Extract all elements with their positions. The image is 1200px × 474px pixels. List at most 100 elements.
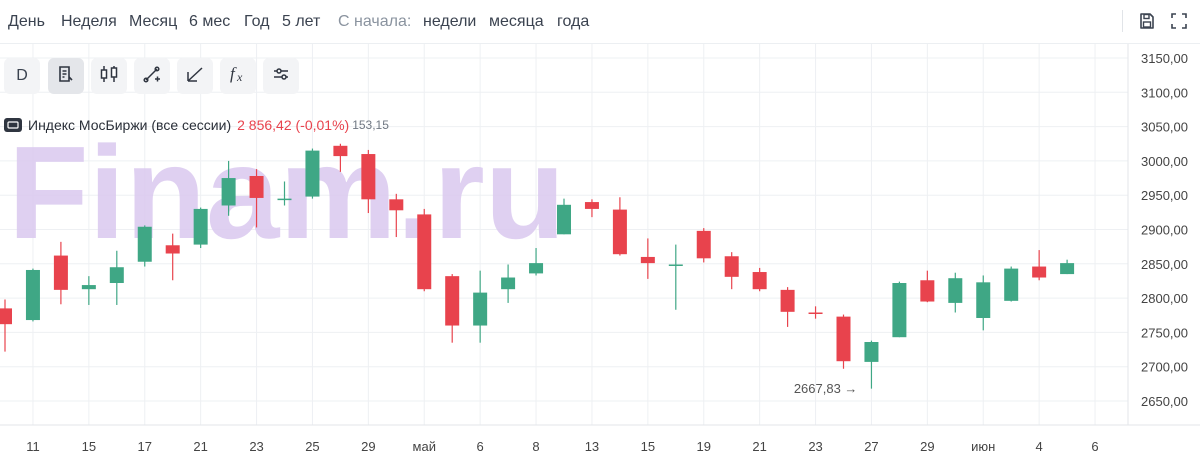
range-month[interactable]: Месяц xyxy=(129,13,178,30)
y-tick-label: 3150,00 xyxy=(1141,51,1188,66)
x-tick-label: 29 xyxy=(361,439,375,454)
candle-body[interactable] xyxy=(1004,268,1019,301)
draw-tool-icon xyxy=(185,64,205,89)
x-tick-label: 4 xyxy=(1036,439,1043,454)
candle-body[interactable] xyxy=(417,214,432,290)
candle-body[interactable] xyxy=(0,308,12,325)
instrument-legend: Индекс МосБиржи (все сессии) 2 856,42 (-… xyxy=(4,116,389,134)
candle-body[interactable] xyxy=(361,154,376,200)
fullscreen-icon[interactable] xyxy=(1168,10,1190,32)
since-month[interactable]: месяца xyxy=(489,13,544,30)
candle-body[interactable] xyxy=(612,209,627,255)
candle-body[interactable] xyxy=(584,202,599,209)
candle-body[interactable] xyxy=(25,269,40,321)
candle-body[interactable] xyxy=(557,204,571,235)
candle-body[interactable] xyxy=(892,283,907,338)
candle-body[interactable] xyxy=(249,175,264,198)
y-tick-label: 3050,00 xyxy=(1141,120,1188,135)
candle-body[interactable] xyxy=(221,178,236,206)
range-week[interactable]: Неделя xyxy=(61,13,117,30)
y-tick-label: 2700,00 xyxy=(1141,360,1188,375)
candle-body[interactable] xyxy=(529,263,544,274)
x-tick-label: 15 xyxy=(641,439,655,454)
instrument-name: Индекс МосБиржи (все сессии) xyxy=(28,117,232,133)
candle-body[interactable] xyxy=(277,198,292,201)
low-price-label: 2667,83 → xyxy=(794,381,858,396)
x-tick-label: 13 xyxy=(585,439,599,454)
y-tick-label: 2650,00 xyxy=(1141,394,1188,409)
range-5years[interactable]: 5 лет xyxy=(282,13,321,30)
x-tick-label: 8 xyxy=(532,439,539,454)
y-tick-label: 2750,00 xyxy=(1141,325,1188,340)
range-year[interactable]: Год xyxy=(244,13,270,30)
x-tick-label: 6 xyxy=(1091,439,1098,454)
range-day[interactable]: День xyxy=(8,13,45,30)
interval-button[interactable]: D xyxy=(4,58,40,94)
since-label: С начала: xyxy=(338,13,412,30)
candle-body[interactable] xyxy=(165,245,180,254)
candles-icon xyxy=(98,64,120,89)
range-toolbar: День Неделя Месяц 6 мес Год 5 лет С нача… xyxy=(0,0,1200,44)
chart-settings-button[interactable] xyxy=(48,58,84,94)
x-tick-label: 23 xyxy=(249,439,263,454)
candle-body[interactable] xyxy=(333,145,348,157)
candle-body[interactable] xyxy=(836,316,851,362)
candle-body[interactable] xyxy=(640,256,655,264)
y-tick-label: 3100,00 xyxy=(1141,85,1188,100)
line-tool-button[interactable] xyxy=(134,58,170,94)
x-tick-label: 29 xyxy=(920,439,934,454)
candle-body[interactable] xyxy=(1032,266,1047,278)
save-icon[interactable] xyxy=(1136,10,1158,32)
x-tick-label: 6 xyxy=(477,439,484,454)
x-tick-label: 25 xyxy=(305,439,319,454)
candle-body[interactable] xyxy=(724,256,739,277)
candle-body[interactable] xyxy=(780,289,795,312)
x-tick-label: 11 xyxy=(26,439,40,454)
candle-body[interactable] xyxy=(668,264,683,266)
candles-button[interactable] xyxy=(91,58,127,94)
legend-overlap-value: 153,15 xyxy=(352,118,389,132)
candle-body[interactable] xyxy=(696,230,711,259)
candle-body[interactable] xyxy=(109,267,124,284)
range-6months[interactable]: 6 мес xyxy=(189,13,231,30)
candle-body[interactable] xyxy=(1060,263,1075,275)
candle-body[interactable] xyxy=(752,272,767,290)
x-tick-label: 15 xyxy=(82,439,96,454)
candle-body[interactable] xyxy=(501,277,516,290)
x-tick-label: 17 xyxy=(138,439,152,454)
candle-body[interactable] xyxy=(976,282,991,318)
candle-body[interactable] xyxy=(53,255,68,290)
candle-body[interactable] xyxy=(864,342,879,362)
draw-tool-button[interactable] xyxy=(177,58,213,94)
line-tool-icon xyxy=(142,64,162,89)
candle-body[interactable] xyxy=(473,292,488,326)
svg-text:f: f xyxy=(230,64,237,83)
since-year[interactable]: года xyxy=(557,13,590,30)
candlestick-chart[interactable]: Finam.ru 3150,00 3100,00 3050,00 3000,00 2950… xyxy=(0,44,1200,474)
toolbar-divider xyxy=(1122,10,1123,32)
settings-sliders-icon xyxy=(271,64,291,89)
since-week[interactable]: недели xyxy=(423,13,477,30)
x-tick-label: май xyxy=(413,439,436,454)
y-tick-label: 3000,00 xyxy=(1141,154,1188,169)
x-tick-label: 21 xyxy=(193,439,207,454)
instrument-icon xyxy=(4,118,22,132)
candle-body[interactable] xyxy=(305,150,320,197)
candle-body[interactable] xyxy=(81,285,96,290)
candle-body[interactable] xyxy=(808,312,823,315)
candle-body[interactable] xyxy=(389,199,404,211)
interval-label: D xyxy=(16,67,28,84)
y-tick-label: 2800,00 xyxy=(1141,291,1188,306)
chart-settings-icon xyxy=(56,64,76,89)
x-tick-label: июн xyxy=(971,439,995,454)
x-tick-label: 23 xyxy=(808,439,822,454)
candle-body[interactable] xyxy=(948,278,963,303)
candle-body[interactable] xyxy=(445,276,460,326)
x-tick-label: 27 xyxy=(864,439,878,454)
candle-body[interactable] xyxy=(193,208,208,245)
y-tick-label: 2850,00 xyxy=(1141,257,1188,272)
settings-button[interactable] xyxy=(263,58,299,94)
candle-body[interactable] xyxy=(137,226,152,262)
candle-body[interactable] xyxy=(920,280,935,302)
